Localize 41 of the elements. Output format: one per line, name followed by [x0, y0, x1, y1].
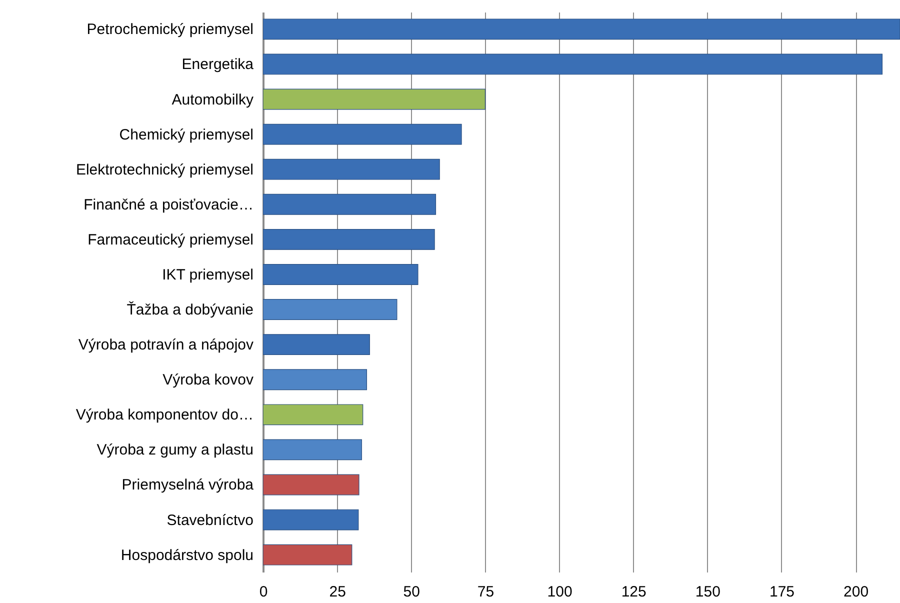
- bar: [263, 369, 367, 390]
- bar: [263, 474, 360, 496]
- bar: [263, 439, 362, 460]
- bar: [263, 194, 436, 215]
- x-tick-label: 125: [621, 584, 646, 600]
- y-tick-label: IKT priemysel: [162, 266, 254, 284]
- x-tick-label: 150: [695, 584, 720, 600]
- bar: [263, 54, 883, 75]
- y-tick-label: Automobilky: [172, 91, 254, 108]
- y-tick-label: Výroba potravín a nápojov: [78, 336, 254, 354]
- y-tick-label: Ťažba a dobývanie: [126, 300, 254, 319]
- y-tick-label: Petrochemický priemysel: [86, 21, 254, 38]
- x-tick-label: 75: [477, 584, 494, 600]
- y-tick-label: Výroba kovov: [162, 372, 254, 389]
- x-tick-label: 200: [844, 584, 869, 600]
- x-tick-label: 175: [769, 584, 795, 600]
- x-tick-label: 25: [329, 584, 346, 600]
- y-tick-label: Energetika: [182, 56, 254, 74]
- y-tick-label: Elektrotechnický priemysel: [76, 161, 254, 178]
- bar: [263, 18, 900, 40]
- y-tick-label: Finančné a poisťovacie…: [84, 196, 254, 214]
- bar: [263, 544, 352, 566]
- y-tick-label: Stavebníctvo: [166, 512, 254, 529]
- bar: [263, 299, 398, 320]
- y-tick-label: Priemyselná výroba: [122, 476, 254, 494]
- bar: [263, 509, 359, 530]
- y-tick-label: Farmaceutický priemysel: [88, 231, 254, 248]
- y-tick-label: Chemický priemysel: [119, 126, 254, 144]
- y-tick-label: Výroba komponentov do…: [76, 406, 254, 424]
- y-tick-label: Hospodárstvo spolu: [120, 546, 254, 564]
- x-tick-label: 100: [547, 584, 572, 600]
- bar: [263, 228, 435, 250]
- bar: [263, 124, 462, 145]
- x-tick-label: 50: [403, 584, 420, 600]
- y-tick-label: Výroba z gumy a plastu: [96, 442, 254, 459]
- bar: [263, 404, 364, 426]
- x-tick-label: 0: [259, 584, 268, 600]
- bar: [263, 334, 370, 356]
- bar: [263, 158, 440, 180]
- bar: [263, 88, 486, 110]
- bar: [263, 264, 418, 285]
